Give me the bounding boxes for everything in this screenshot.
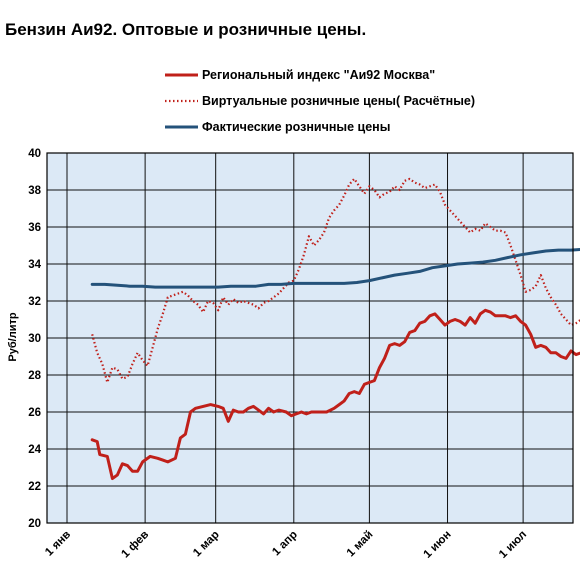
x-tick-label: 1 янв: [43, 529, 73, 559]
legend: Региональный индекс "Аи92 Москва" Виртуа…: [165, 68, 475, 134]
series: [90, 177, 580, 481]
y-tick-label: 32: [28, 296, 41, 308]
x-tick-label: 1 май: [345, 529, 376, 560]
y-tick-label: 20: [28, 518, 41, 530]
legend-label-actual-retail: Фактические розничные цены: [202, 120, 390, 134]
x-tick-label: 1 мар: [191, 529, 222, 560]
y-tick-label: 30: [28, 333, 41, 345]
y-tick-label: 36: [28, 222, 41, 234]
plot-border: [46, 152, 574, 524]
grid: [47, 152, 573, 524]
series-line-virtual-retail: [91, 177, 580, 384]
x-tick-label: 1 июн: [422, 529, 454, 561]
y-tick-label: 38: [28, 185, 41, 197]
y-axis-label: Руб/литр: [7, 312, 19, 361]
legend-label-regional-index: Региональный индекс "Аи92 Москва": [202, 68, 435, 82]
y-axis-ticks: 20 22 24 26 28 30 32 34 36 38 40: [28, 148, 41, 530]
y-tick-label: 22: [28, 481, 41, 493]
y-tick-label: 40: [28, 148, 41, 160]
series-line-actual-retail: [90, 247, 580, 289]
x-tick-label: 1 фев: [119, 529, 151, 561]
y-tick-label: 28: [28, 370, 41, 382]
y-tick-label: 24: [28, 444, 41, 456]
legend-label-virtual-retail: Виртуальные розничные цены( Расчётные): [202, 94, 475, 108]
y-tick-label: 26: [28, 407, 41, 419]
series-line-regional-index: [90, 308, 580, 481]
x-tick-label: 1 июл: [497, 529, 529, 561]
y-tick-label: 34: [28, 259, 41, 271]
chart-title: Бензин Аи92. Оптовые и розничные цены.: [5, 20, 366, 39]
x-tick-label: 1 апр: [270, 529, 300, 559]
